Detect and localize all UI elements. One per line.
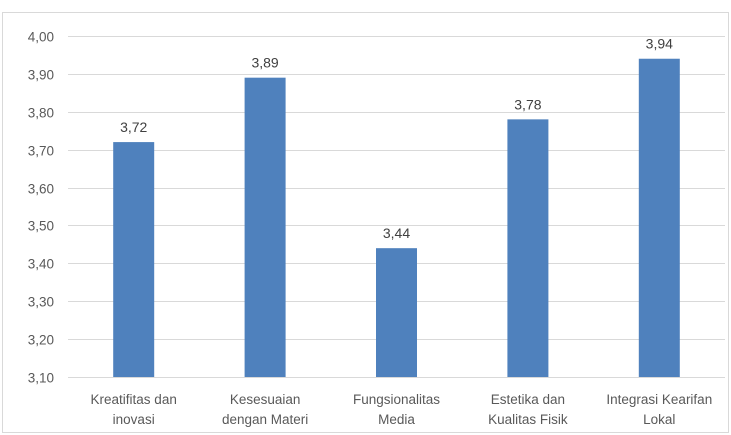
bars bbox=[113, 58, 680, 377]
x-axis-category-labels: Kreatifitas dan inovasi Kesesuaian dengan M… bbox=[91, 392, 713, 427]
bar bbox=[638, 58, 680, 377]
y-axis-tick-labels: 3,10 3,20 3,30 3,40 3,50 3,60 3,70 3,80 3,90 4,00 bbox=[28, 30, 54, 386]
category-label: Estetika dan bbox=[491, 392, 565, 407]
y-tick-label: 3,40 bbox=[28, 257, 54, 272]
category-label: Kreatifitas dan bbox=[91, 392, 177, 407]
category-label: Integrasi Kearifan bbox=[606, 392, 712, 407]
category-label: Kesesuaian bbox=[230, 392, 301, 407]
y-tick-label: 4,00 bbox=[28, 30, 54, 45]
y-tick-label: 3,70 bbox=[28, 144, 54, 159]
data-label: 3,89 bbox=[251, 55, 278, 71]
data-labels: 3,72 3,89 3,44 3,78 3,94 bbox=[120, 36, 673, 241]
category-label: Media bbox=[378, 412, 415, 427]
bar bbox=[507, 119, 549, 377]
category-label: Kualitas Fisik bbox=[488, 412, 568, 427]
data-label: 3,72 bbox=[120, 119, 147, 135]
data-label: 3,44 bbox=[383, 225, 410, 241]
category-label: Lokal bbox=[643, 412, 675, 427]
y-tick-label: 3,60 bbox=[28, 182, 54, 197]
y-tick-label: 3,90 bbox=[28, 68, 54, 83]
y-tick-label: 3,30 bbox=[28, 295, 54, 310]
category-label: dengan Materi bbox=[222, 412, 308, 427]
y-tick-label: 3,50 bbox=[28, 219, 54, 234]
y-tick-label: 3,80 bbox=[28, 106, 54, 121]
data-label: 3,78 bbox=[514, 96, 541, 112]
gridlines bbox=[68, 36, 725, 378]
category-label: inovasi bbox=[113, 412, 155, 427]
bar bbox=[113, 142, 155, 377]
bar bbox=[244, 77, 286, 377]
y-tick-label: 3,20 bbox=[28, 333, 54, 348]
bar bbox=[376, 248, 417, 377]
data-label: 3,94 bbox=[646, 36, 673, 52]
category-label: Fungsionalitas bbox=[353, 392, 440, 407]
y-tick-label: 3,10 bbox=[28, 371, 54, 386]
